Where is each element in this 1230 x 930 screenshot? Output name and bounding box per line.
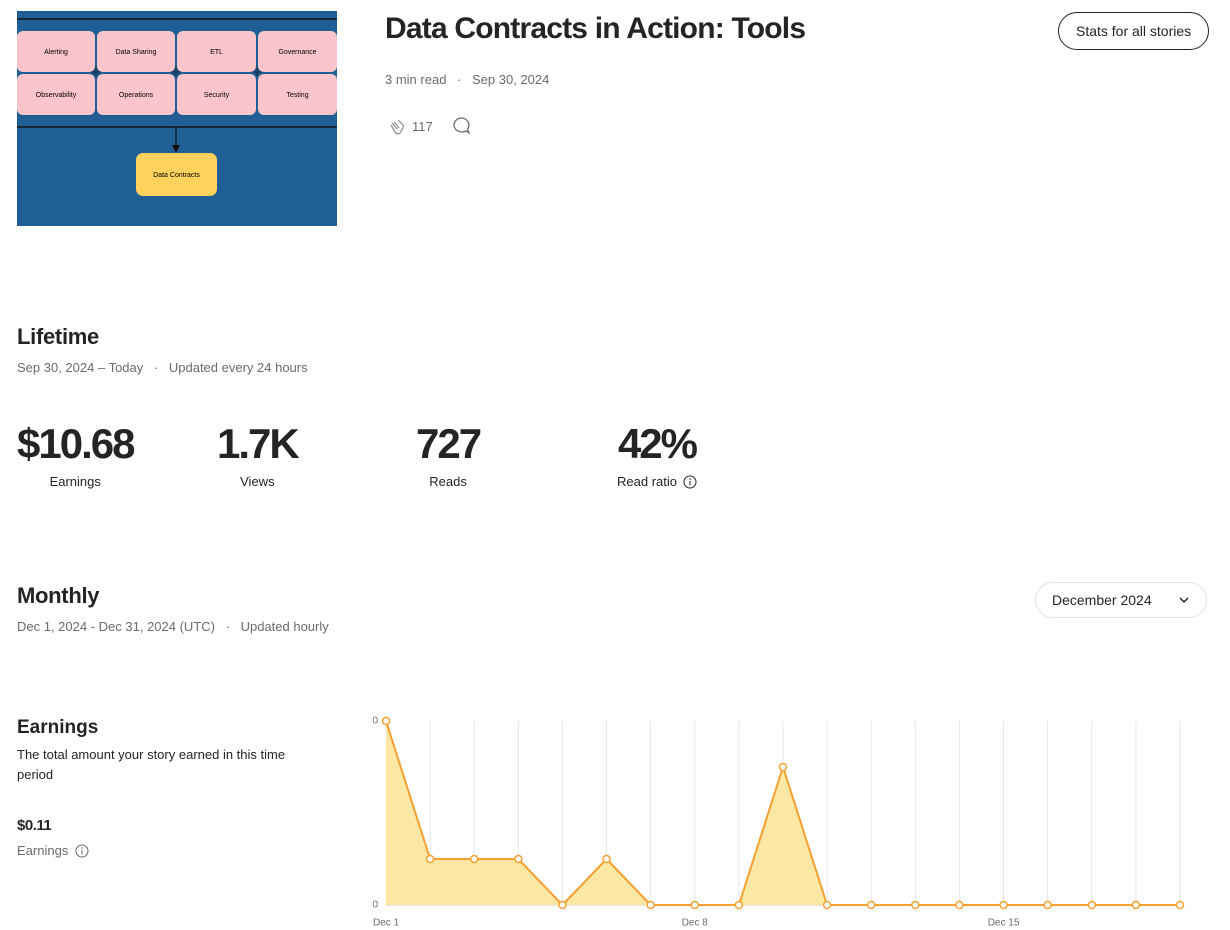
stat: $10.68 Earnings bbox=[17, 420, 135, 489]
diagram-box-label: Observability bbox=[36, 92, 77, 99]
point bbox=[558, 900, 567, 910]
diagram-box bbox=[97, 74, 175, 115]
stat-label: Earnings bbox=[49, 474, 101, 489]
stat-label: Views bbox=[240, 474, 275, 489]
separator: · bbox=[457, 72, 462, 87]
y-tick-label: 0 bbox=[372, 716, 378, 727]
separator: · bbox=[153, 360, 159, 375]
point bbox=[514, 854, 523, 864]
lifetime-range: Sep 30, 2024 – Today bbox=[17, 360, 144, 375]
point bbox=[602, 854, 611, 864]
diagram-boxes: Alerting Data Sharing ETL Governance Observa… bbox=[17, 31, 337, 115]
monthly-range: Dec 1, 2024 - Dec 31, 2024 (UTC) bbox=[17, 619, 215, 634]
x-tick-label: Dec 15 bbox=[988, 918, 1020, 929]
stat-label: Reads bbox=[429, 474, 467, 489]
stat-value: 1.7K bbox=[217, 420, 300, 467]
stat-value: $10.68 bbox=[17, 420, 135, 467]
thumbnail: Alerting Data Sharing ETL Governance Observa… bbox=[17, 11, 337, 226]
stat-label-row: Read ratio bbox=[617, 474, 697, 489]
point bbox=[822, 900, 832, 910]
earnings-total: $0.11 bbox=[17, 817, 52, 834]
stat-label-row: Views bbox=[240, 474, 274, 489]
earnings-title: Earnings bbox=[17, 717, 99, 738]
monthly-updated: Updated hourly bbox=[240, 619, 329, 634]
claps[interactable]: 117 bbox=[386, 116, 433, 136]
point bbox=[1175, 900, 1185, 910]
diagram-box-label: ETL bbox=[210, 49, 223, 56]
diagram-box-label: Testing bbox=[286, 92, 308, 99]
clap-icon bbox=[390, 119, 404, 135]
point bbox=[1043, 900, 1052, 910]
point bbox=[866, 900, 876, 910]
point bbox=[1087, 900, 1097, 910]
diagram-star bbox=[251, 66, 263, 78]
diagram-arrowhead bbox=[172, 145, 180, 153]
earnings-total-label: Earnings bbox=[17, 843, 69, 858]
area-fill bbox=[386, 721, 1180, 905]
point bbox=[999, 900, 1008, 910]
lifetime-meta: Sep 30, 2024 – Today · Updated every 24 … bbox=[17, 360, 308, 375]
stat: 1.7K Views bbox=[217, 420, 300, 489]
diagram-box-label: Governance bbox=[278, 49, 316, 56]
point bbox=[734, 900, 744, 910]
stat: 42% Read ratio bbox=[617, 420, 698, 489]
stat-label-row: Earnings bbox=[50, 474, 101, 489]
publish-date: Sep 30, 2024 bbox=[472, 72, 550, 87]
point bbox=[646, 900, 655, 910]
point bbox=[690, 900, 700, 910]
diagram-box bbox=[17, 74, 95, 115]
point bbox=[778, 762, 788, 772]
stat-value: 727 bbox=[416, 420, 482, 467]
stats-all-button[interactable]: Stats for all stories bbox=[1058, 12, 1210, 50]
stat-label-row: Reads bbox=[429, 474, 467, 489]
diagram-box bbox=[17, 31, 95, 72]
point bbox=[955, 900, 964, 910]
stat-value: 42% bbox=[617, 420, 698, 467]
earnings-description: The total amount your story earned in th… bbox=[17, 747, 286, 782]
diagram-box bbox=[258, 74, 337, 115]
chevron bbox=[1179, 597, 1189, 604]
stat: 727 Reads bbox=[416, 420, 482, 489]
point bbox=[1131, 900, 1141, 910]
story-meta: 3 min read · Sep 30, 2024 bbox=[385, 72, 549, 87]
diagram-box-label: Data Sharing bbox=[116, 49, 157, 56]
point bbox=[425, 854, 435, 864]
diagram-target-label: Data Contracts bbox=[153, 172, 200, 179]
earnings-total-row: Earnings bbox=[17, 843, 89, 858]
point bbox=[469, 854, 479, 864]
diagram-box bbox=[177, 74, 256, 115]
x-tick-label: Dec 1 bbox=[373, 918, 400, 929]
diagram-box-label: Operations bbox=[119, 92, 154, 99]
diagram-box-label: Alerting bbox=[44, 49, 68, 56]
y-tick-label: 0 bbox=[372, 900, 378, 911]
diagram-box bbox=[97, 31, 175, 72]
diagram-target-box bbox=[136, 153, 217, 196]
point bbox=[911, 900, 920, 910]
diagram-box bbox=[258, 31, 337, 72]
month-select-label: December 2024 bbox=[1052, 592, 1152, 608]
clap-count: 117 bbox=[412, 118, 433, 134]
story-title: Data Contracts in Action: Tools bbox=[385, 12, 806, 45]
x-tick-label: Dec 8 bbox=[682, 918, 709, 929]
stat-label: Read ratio bbox=[617, 474, 677, 489]
separator: · bbox=[225, 619, 230, 634]
monthly-title: Monthly bbox=[17, 583, 100, 608]
diagram-box bbox=[177, 31, 256, 72]
diagram-star bbox=[170, 66, 182, 78]
line bbox=[385, 720, 1180, 907]
lifetime-title: Lifetime bbox=[17, 324, 99, 349]
diagram-star bbox=[90, 66, 102, 78]
read-time: 3 min read bbox=[385, 72, 447, 87]
lifetime-updated: Updated every 24 hours bbox=[168, 360, 308, 375]
comment-icon[interactable] bbox=[451, 116, 471, 136]
info-icon[interactable] bbox=[683, 475, 697, 489]
diagram-box-label: Security bbox=[204, 92, 230, 99]
point bbox=[381, 716, 391, 726]
month-select[interactable]: December 2024 bbox=[1035, 582, 1207, 618]
info-icon[interactable] bbox=[75, 844, 89, 858]
monthly-meta: Dec 1, 2024 - Dec 31, 2024 (UTC) · Updat… bbox=[17, 619, 329, 634]
